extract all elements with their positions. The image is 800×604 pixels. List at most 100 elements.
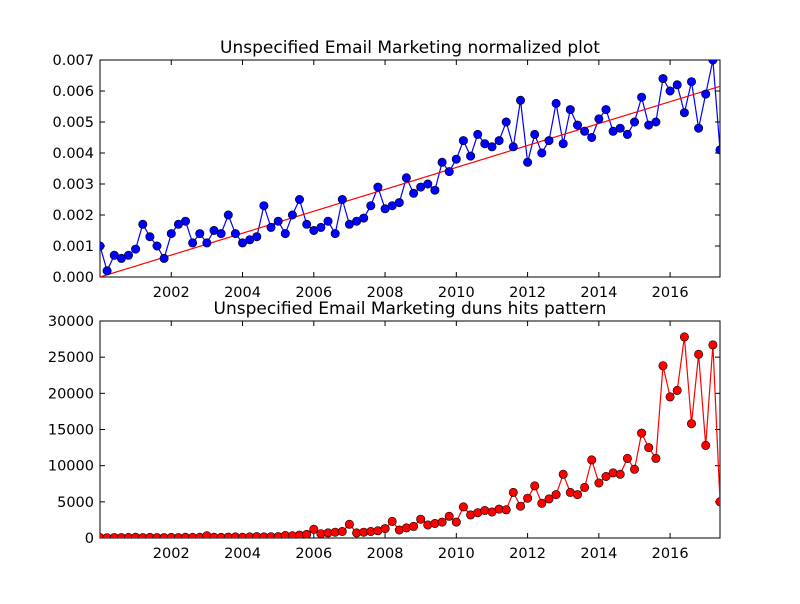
x-tick-label: 2016 xyxy=(652,546,689,562)
data-point xyxy=(580,126,590,136)
data-point xyxy=(580,482,590,492)
data-point xyxy=(152,241,162,251)
data-point xyxy=(451,154,461,164)
data-point xyxy=(551,490,561,500)
data-point xyxy=(138,219,148,229)
data-point xyxy=(380,524,390,534)
data-point xyxy=(302,529,312,538)
data-point xyxy=(558,469,568,479)
y-tick-label: 0.003 xyxy=(52,177,94,193)
data-point xyxy=(701,89,711,99)
data-point xyxy=(530,481,540,491)
data-point xyxy=(458,136,468,146)
data-point xyxy=(501,117,511,127)
data-point xyxy=(344,519,354,529)
data-point xyxy=(715,497,720,507)
x-tick-label: 2014 xyxy=(580,285,617,301)
plot-frame xyxy=(99,320,721,539)
x-tick-label: 2014 xyxy=(580,546,617,562)
data-point xyxy=(259,201,269,211)
data-point xyxy=(629,464,639,474)
data-point xyxy=(601,105,611,115)
axes-layer: 2002 2004 2006 2008 2010 2012 2014 2016 0 5000 100… xyxy=(48,314,721,562)
x-tick-label: 2012 xyxy=(509,285,546,301)
data-point xyxy=(651,453,661,463)
y-tick-label: 0.004 xyxy=(52,146,94,162)
data-point xyxy=(537,498,547,508)
data-point xyxy=(644,443,654,453)
x-tick-label: 2010 xyxy=(438,285,475,301)
data-point xyxy=(565,105,575,115)
data-point xyxy=(330,229,340,239)
x-tick-label: 2006 xyxy=(295,285,332,301)
data-point xyxy=(686,77,696,87)
data-point xyxy=(188,238,198,248)
data-point xyxy=(359,213,369,223)
y-tick-label: 0.007 xyxy=(52,53,94,69)
data-point xyxy=(515,501,525,511)
data-point xyxy=(102,266,112,276)
data-point xyxy=(423,179,433,189)
data-point xyxy=(658,74,668,84)
y-tick-label: 30000 xyxy=(48,314,94,330)
data-point xyxy=(124,250,134,260)
x-tick-label: 2008 xyxy=(367,285,404,301)
axes-layer: 2002 2004 2006 2008 2010 2012 2014 2016 0.000 0.0… xyxy=(52,53,721,301)
data-point xyxy=(458,502,468,512)
data-point xyxy=(679,332,689,342)
data-point xyxy=(551,98,561,108)
data-point xyxy=(294,195,304,205)
x-tick-label: 2004 xyxy=(224,546,261,562)
data-point xyxy=(544,494,554,504)
data-point xyxy=(195,229,205,239)
data-point xyxy=(287,210,297,220)
data-point xyxy=(473,129,483,139)
data-point xyxy=(672,385,682,395)
data-point xyxy=(708,60,718,65)
data-point xyxy=(615,469,625,479)
data-point xyxy=(615,123,625,133)
data-point xyxy=(508,142,518,152)
data-point xyxy=(401,173,411,183)
data-point xyxy=(523,157,533,167)
data-point xyxy=(466,151,476,161)
trend-line xyxy=(100,85,720,277)
x-tick-label: 2002 xyxy=(153,546,190,562)
data-point xyxy=(622,453,632,463)
data-point xyxy=(316,222,326,232)
x-tick-label: 2008 xyxy=(367,546,404,562)
x-tick-label: 2004 xyxy=(224,285,261,301)
data-point xyxy=(145,232,155,242)
data-point xyxy=(622,129,632,139)
data-point xyxy=(686,419,696,429)
data-point xyxy=(708,340,718,350)
data-point xyxy=(694,349,704,359)
data-point xyxy=(715,145,720,155)
data-point xyxy=(337,526,347,536)
data-point xyxy=(181,216,191,226)
data-point xyxy=(437,517,447,527)
data-point xyxy=(323,216,333,226)
data-point xyxy=(665,392,675,402)
data-point xyxy=(494,136,504,146)
plot-area xyxy=(100,332,720,538)
data-point xyxy=(508,487,518,497)
data-point xyxy=(537,148,547,158)
data-point xyxy=(701,440,711,450)
plot-frame xyxy=(99,59,721,278)
data-point xyxy=(309,524,319,534)
data-point xyxy=(266,222,276,232)
data-point xyxy=(558,139,568,149)
data-point xyxy=(394,198,404,208)
data-point xyxy=(637,428,647,438)
chart-title: Unspecified Email Marketing normalized p… xyxy=(220,38,600,58)
y-tick-label: 25000 xyxy=(48,350,94,366)
data-point xyxy=(444,167,454,177)
y-tick-label: 5000 xyxy=(57,495,94,511)
data-point xyxy=(665,86,675,96)
data-point xyxy=(451,517,461,527)
data-point xyxy=(679,108,689,118)
data-point xyxy=(637,92,647,102)
data-point xyxy=(572,490,582,500)
y-tick-label: 0.001 xyxy=(52,239,94,255)
